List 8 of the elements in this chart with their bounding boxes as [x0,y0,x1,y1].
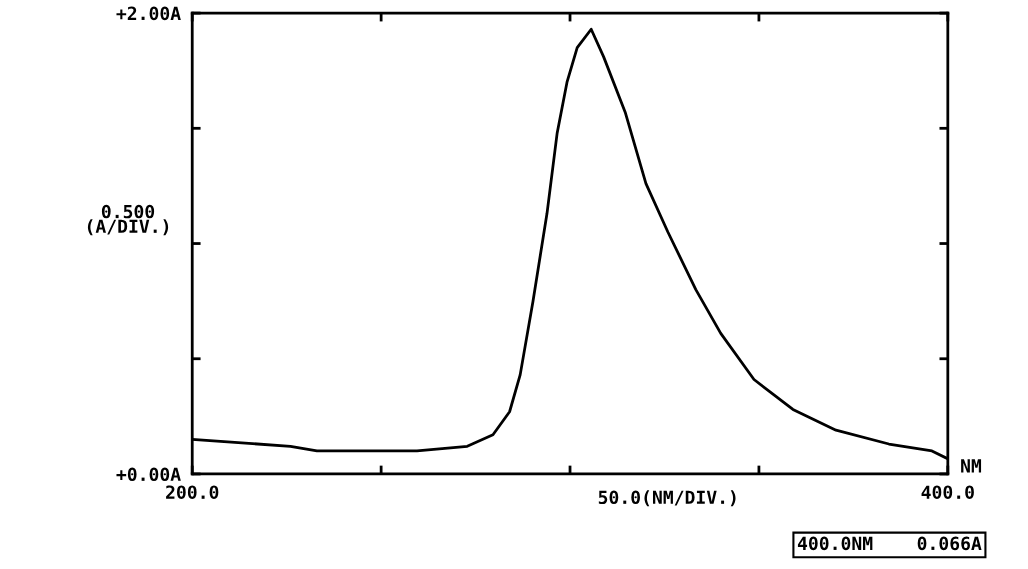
x-tick-label: 200.0 [166,485,219,500]
y-tick-label: +0.00A [116,467,181,482]
y-tick-label: +2.00A [116,6,181,21]
text: 400.0NM 0.066A [797,536,982,551]
y-axis-title: 0.500 (A/DIV.) [87,204,169,236]
x-axis-title: 50.0(NM/DIV.) [598,490,736,507]
x-tick-label: 400.0 [921,485,974,500]
text: NM [961,459,982,473]
